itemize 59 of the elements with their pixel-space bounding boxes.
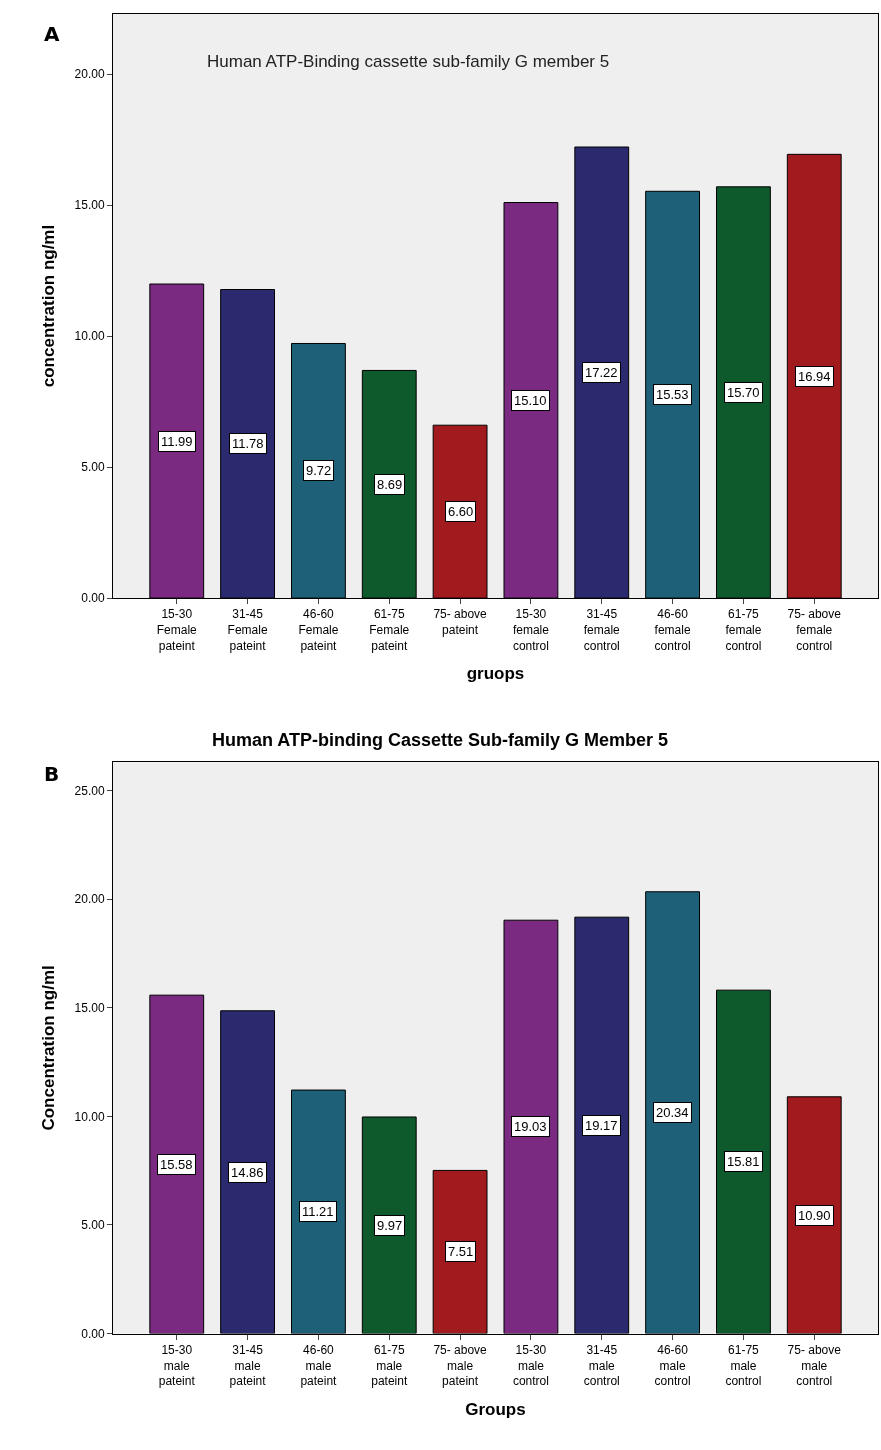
- data-label: 6.60: [448, 504, 474, 519]
- data-label: 19.17: [585, 1118, 618, 1133]
- text: B: [44, 762, 60, 786]
- x-tick-label: 75- above male control: [787, 1342, 842, 1389]
- data-label: 11.99: [161, 434, 193, 449]
- text: Human ATP-Binding cassette sub-family G member 5: [207, 52, 610, 71]
- data-label: 17.22: [585, 365, 618, 380]
- y-tick-label: 15.00: [74, 1000, 105, 1015]
- x-tick-label: 46-60 male control: [654, 1342, 691, 1389]
- x-tick-label: 46-60 male pateint: [300, 1342, 338, 1389]
- x-tick-label: 31-45 male control: [583, 1342, 620, 1389]
- data-label: 8.69: [377, 477, 403, 492]
- x-tick-label: 15-30 Female pateint: [156, 607, 198, 653]
- y-tick-label: 5.00: [81, 460, 105, 475]
- text: A: [44, 22, 60, 46]
- x-tick-label: 31-45 female control: [583, 607, 621, 653]
- data-label: 11.78: [232, 436, 264, 451]
- x-tick-label: 31-45 Female pateint: [227, 607, 268, 653]
- data-label: 15.58: [160, 1157, 193, 1172]
- y-tick-label: 25.00: [74, 783, 105, 798]
- x-tick-label: 15-30 female control: [512, 607, 550, 653]
- x-tick-label: 31-45 male pateint: [229, 1342, 267, 1389]
- y-tick-label: 20.00: [74, 892, 105, 907]
- data-label: 9.72: [306, 463, 332, 478]
- y-tick-label: 20.00: [74, 67, 105, 82]
- data-label: 19.03: [514, 1119, 547, 1134]
- y-tick-label: 5.00: [81, 1218, 105, 1233]
- x-tick-label: 15-30 male control: [512, 1342, 549, 1389]
- y-tick-label: 0.00: [81, 591, 105, 606]
- x-tick-label: 75- above pateint: [433, 607, 488, 638]
- x-tick-label: 46-60 female control: [654, 607, 691, 653]
- x-tick-label: 61-75 male control: [725, 1342, 762, 1389]
- x-axis-title: Groups: [465, 1399, 526, 1419]
- data-label: 14.86: [231, 1165, 264, 1180]
- data-label: 16.94: [798, 369, 831, 384]
- chart-title: Human ATP-binding Cassette Sub-family G Member 5: [212, 730, 669, 750]
- data-label: 15.10: [514, 393, 547, 408]
- data-label: 15.70: [727, 385, 760, 400]
- data-label: 7.51: [448, 1244, 474, 1259]
- y-tick-label: 10.00: [74, 1109, 105, 1124]
- x-tick-label: 46-60 Female pateint: [298, 607, 339, 653]
- x-tick-label: 75- above female control: [787, 607, 842, 653]
- data-label: 20.34: [656, 1105, 689, 1120]
- x-tick-label: 61-75 Female pateint: [369, 607, 410, 653]
- y-tick-label: 0.00: [81, 1326, 105, 1341]
- y-axis-title: concentration ng/ml: [39, 224, 59, 388]
- y-tick-label: 10.00: [74, 329, 105, 344]
- y-tick-label: 15.00: [74, 198, 105, 213]
- data-label: 15.53: [656, 387, 689, 402]
- x-tick-label: 75- above male pateint: [433, 1342, 488, 1389]
- data-label: 10.90: [798, 1208, 831, 1223]
- data-label: 15.81: [727, 1154, 760, 1169]
- data-label: 11.21: [302, 1204, 334, 1219]
- x-tick-label: 15-30 male pateint: [158, 1342, 196, 1389]
- x-axis-title: gruops: [466, 664, 525, 684]
- x-tick-label: 61-75 male pateint: [371, 1342, 408, 1389]
- y-axis-title: Concentration ng/ml: [39, 965, 59, 1131]
- data-label: 9.97: [377, 1218, 403, 1233]
- x-tick-label: 61-75 female control: [725, 607, 762, 653]
